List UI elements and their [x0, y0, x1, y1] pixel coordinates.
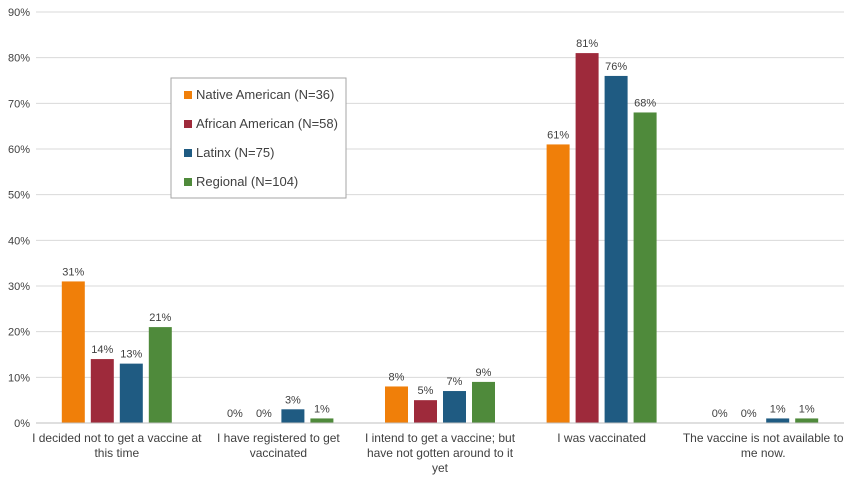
bar — [281, 409, 305, 423]
bar — [546, 144, 570, 423]
data-label: 14% — [91, 344, 113, 356]
legend-swatch — [184, 149, 192, 157]
y-tick-label: 30% — [8, 281, 30, 293]
x-category-label: vaccinated — [250, 446, 307, 460]
x-category-label: I decided not to get a vaccine at — [32, 431, 202, 445]
data-label: 8% — [389, 371, 405, 383]
y-tick-label: 50% — [8, 190, 30, 202]
bar — [385, 386, 408, 423]
legend-swatch — [184, 91, 192, 99]
data-label: 0% — [712, 408, 728, 420]
legend-swatch — [184, 120, 192, 128]
y-tick-label: 60% — [8, 144, 30, 156]
data-label: 1% — [314, 403, 330, 415]
y-tick-label: 70% — [8, 98, 30, 110]
legend-swatch — [184, 178, 192, 186]
data-label: 0% — [256, 408, 272, 420]
legend: Native American (N=36) African American (… — [170, 77, 347, 199]
x-category-label: I was vaccinated — [557, 431, 646, 445]
legend-box — [170, 77, 347, 199]
y-tick-label: 90% — [8, 7, 30, 19]
y-tick-label: 10% — [8, 372, 30, 384]
bar — [310, 418, 334, 423]
legend-label: African American (N=58) — [196, 116, 338, 131]
data-label: 31% — [62, 266, 84, 278]
y-tick-label: 80% — [8, 53, 30, 65]
data-label: 21% — [149, 312, 171, 324]
data-label: 68% — [634, 97, 656, 109]
bars — [61, 53, 819, 423]
legend-label: Latinx (N=75) — [196, 145, 274, 160]
bar — [604, 75, 628, 423]
data-label: 76% — [605, 61, 627, 73]
data-label: 0% — [227, 408, 243, 420]
data-label: 9% — [476, 367, 492, 379]
y-tick-label: 20% — [8, 327, 30, 339]
x-category-label: I intend to get a vaccine; but — [365, 431, 516, 445]
bar — [119, 363, 143, 423]
x-category-label: The vaccine is not available to — [683, 431, 844, 445]
bar — [414, 400, 437, 423]
x-category-label: this time — [94, 446, 139, 460]
y-tick-label: 0% — [14, 418, 30, 430]
data-label: 7% — [447, 376, 463, 388]
data-label: 13% — [120, 349, 142, 361]
bar — [766, 418, 790, 423]
x-category-label: me now. — [741, 446, 786, 460]
data-label: 5% — [418, 385, 434, 397]
x-category-label: yet — [432, 461, 449, 475]
data-label: 81% — [576, 38, 598, 50]
x-category-label: I have registered to get — [217, 431, 340, 445]
y-tick-label: 40% — [8, 235, 30, 247]
bar — [795, 418, 819, 423]
data-labels: 31% 14% 13% 21% 0% 0% 3% 1% 8% 5% 7% 9% 61% 81% 76% 68%… — [62, 38, 815, 420]
x-category-label: have not gotten around to it — [367, 446, 514, 460]
data-label: 1% — [770, 403, 786, 415]
legend-label: Regional (N=104) — [196, 174, 298, 189]
bar — [633, 112, 657, 423]
bar — [61, 281, 85, 423]
data-label: 0% — [741, 408, 757, 420]
data-label: 1% — [799, 403, 815, 415]
bar — [90, 359, 114, 423]
y-axis-ticks: 0% 10% 20% 30% 40% 50% 60% 70% 80% 90% — [8, 7, 30, 430]
bar — [148, 327, 172, 423]
bar — [472, 381, 495, 423]
bar — [575, 53, 599, 423]
data-label: 61% — [547, 129, 569, 141]
bar — [443, 391, 466, 423]
legend-label: Native American (N=36) — [196, 87, 334, 102]
data-label: 3% — [285, 394, 301, 406]
